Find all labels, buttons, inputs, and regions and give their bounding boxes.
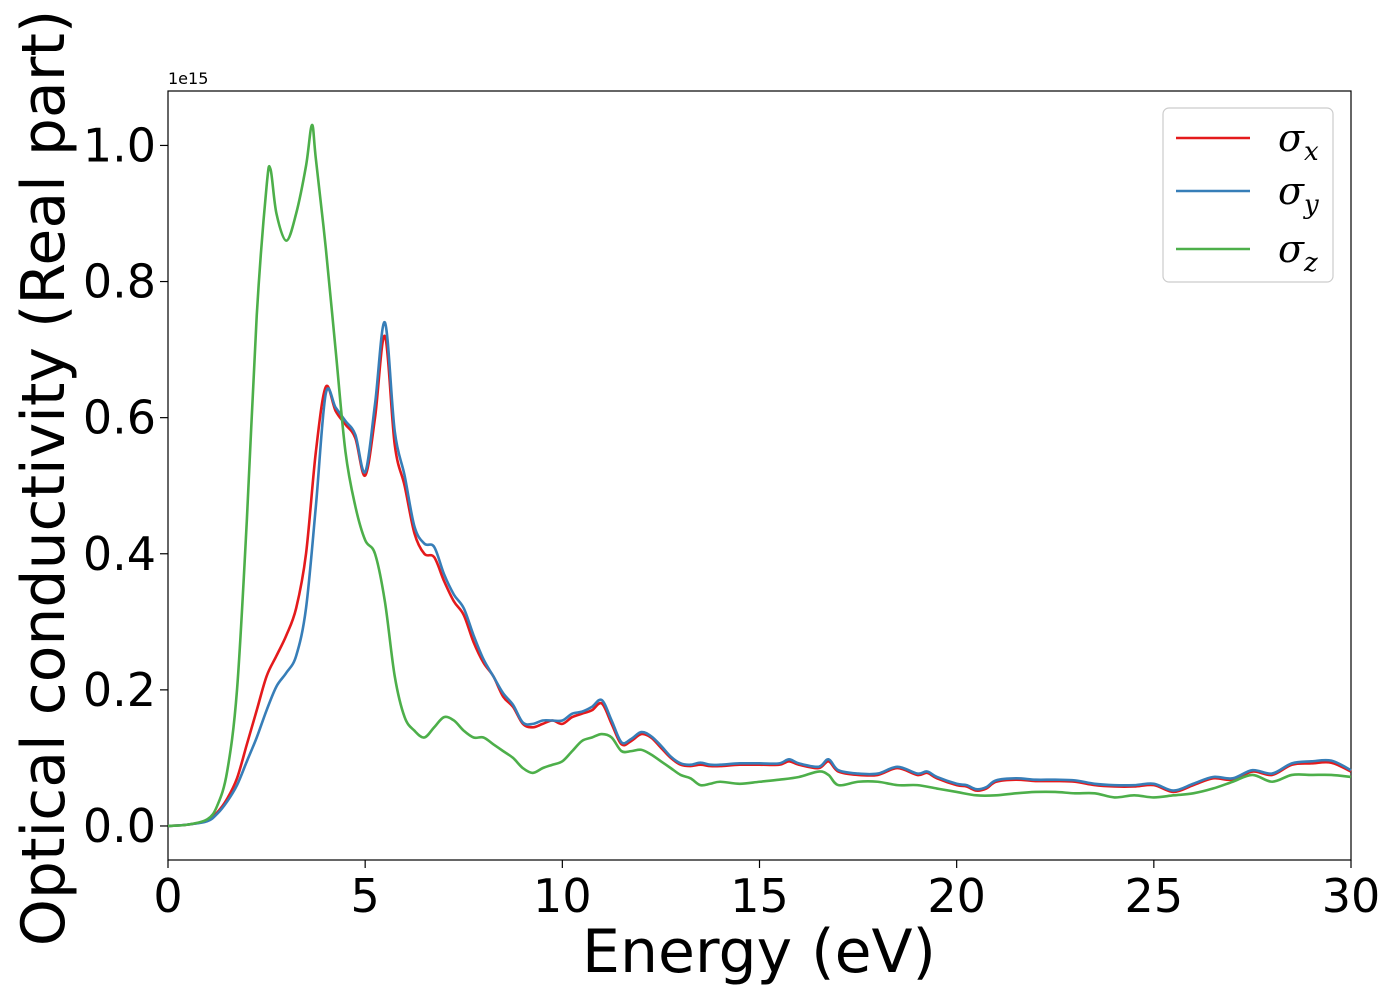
series-line-y — [167, 321, 1352, 828]
legend-label-y: σy — [1278, 169, 1319, 220]
series-line-z — [167, 123, 1352, 828]
y-tick-label: 0.0 — [83, 799, 156, 853]
x-tick-label: 10 — [533, 869, 592, 923]
y-axis-ticks: 0.0 0.2 0.4 0.6 0.8 1.0 — [83, 118, 168, 853]
x-tick-label: 20 — [927, 869, 986, 923]
legend-label-subscript: x — [1304, 137, 1319, 167]
x-tick-label: 5 — [351, 869, 380, 923]
y-tick-label: 0.6 — [83, 391, 156, 445]
legend-label-x: σx — [1278, 116, 1319, 167]
legend-label-subscript: z — [1303, 248, 1318, 278]
x-tick-label: 0 — [153, 869, 182, 923]
y-tick-label: 0.2 — [83, 663, 156, 717]
legend-frame — [1162, 107, 1334, 283]
series-line-x — [167, 334, 1352, 828]
y-tick-label: 0.8 — [83, 255, 156, 309]
x-axis-ticks: 0 5 10 15 20 25 30 — [153, 860, 1380, 923]
legend-label-z: σz — [1278, 227, 1318, 278]
y-tick-label: 1.0 — [83, 118, 156, 172]
y-tick-label: 0.4 — [83, 527, 156, 581]
y-axis-offset-label: 1e15 — [168, 69, 208, 88]
legend-label-subscript: y — [1303, 190, 1319, 220]
x-tick-label: 30 — [1322, 869, 1381, 923]
x-axis-label: Energy (eV) — [582, 917, 936, 987]
legend-label-base: σ — [1278, 227, 1305, 271]
legend-label-base: σ — [1278, 116, 1305, 160]
x-tick-label: 15 — [730, 869, 789, 923]
x-tick-label: 25 — [1125, 869, 1184, 923]
y-axis-label: Optical conductivity (Real part) — [9, 10, 79, 947]
legend-label-base: σ — [1278, 169, 1305, 213]
series-layer — [167, 123, 1352, 828]
